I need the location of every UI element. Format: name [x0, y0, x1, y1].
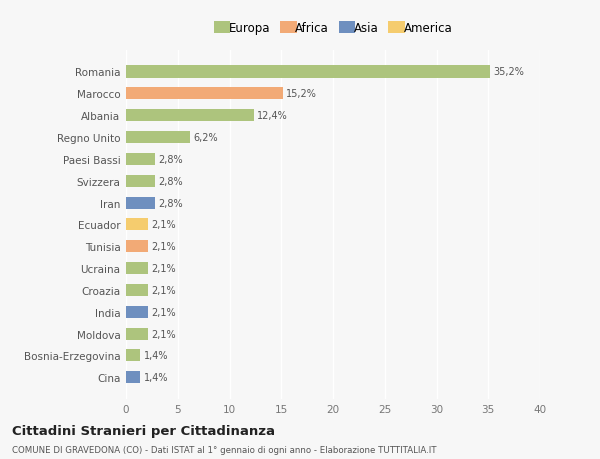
Bar [126, 132, 190, 144]
Text: Cittadini Stranieri per Cittadinanza: Cittadini Stranieri per Cittadinanza [12, 424, 275, 437]
Bar [126, 284, 148, 297]
Bar [126, 241, 148, 253]
Text: 2,8%: 2,8% [158, 198, 183, 208]
Text: 12,4%: 12,4% [257, 111, 288, 121]
Text: 2,8%: 2,8% [158, 155, 183, 164]
Bar [126, 153, 155, 166]
Text: 1,4%: 1,4% [143, 351, 168, 361]
Bar [126, 371, 140, 383]
Bar [126, 350, 140, 362]
Bar [126, 306, 148, 318]
Bar [126, 88, 283, 100]
Bar [126, 67, 490, 78]
Bar [126, 219, 148, 231]
Text: 2,1%: 2,1% [151, 285, 175, 295]
Legend: Europa, Africa, Asia, America: Europa, Africa, Asia, America [214, 22, 452, 34]
Text: 2,8%: 2,8% [158, 176, 183, 186]
Text: 2,1%: 2,1% [151, 220, 175, 230]
Bar [126, 175, 155, 187]
Text: COMUNE DI GRAVEDONA (CO) - Dati ISTAT al 1° gennaio di ogni anno - Elaborazione : COMUNE DI GRAVEDONA (CO) - Dati ISTAT al… [12, 445, 437, 454]
Bar [126, 110, 254, 122]
Text: 35,2%: 35,2% [493, 67, 524, 77]
Text: 2,1%: 2,1% [151, 329, 175, 339]
Bar [126, 328, 148, 340]
Text: 6,2%: 6,2% [193, 133, 218, 143]
Text: 15,2%: 15,2% [286, 89, 317, 99]
Text: 2,1%: 2,1% [151, 307, 175, 317]
Text: 1,4%: 1,4% [143, 373, 168, 382]
Text: 2,1%: 2,1% [151, 263, 175, 274]
Text: 2,1%: 2,1% [151, 242, 175, 252]
Bar [126, 197, 155, 209]
Bar [126, 263, 148, 274]
